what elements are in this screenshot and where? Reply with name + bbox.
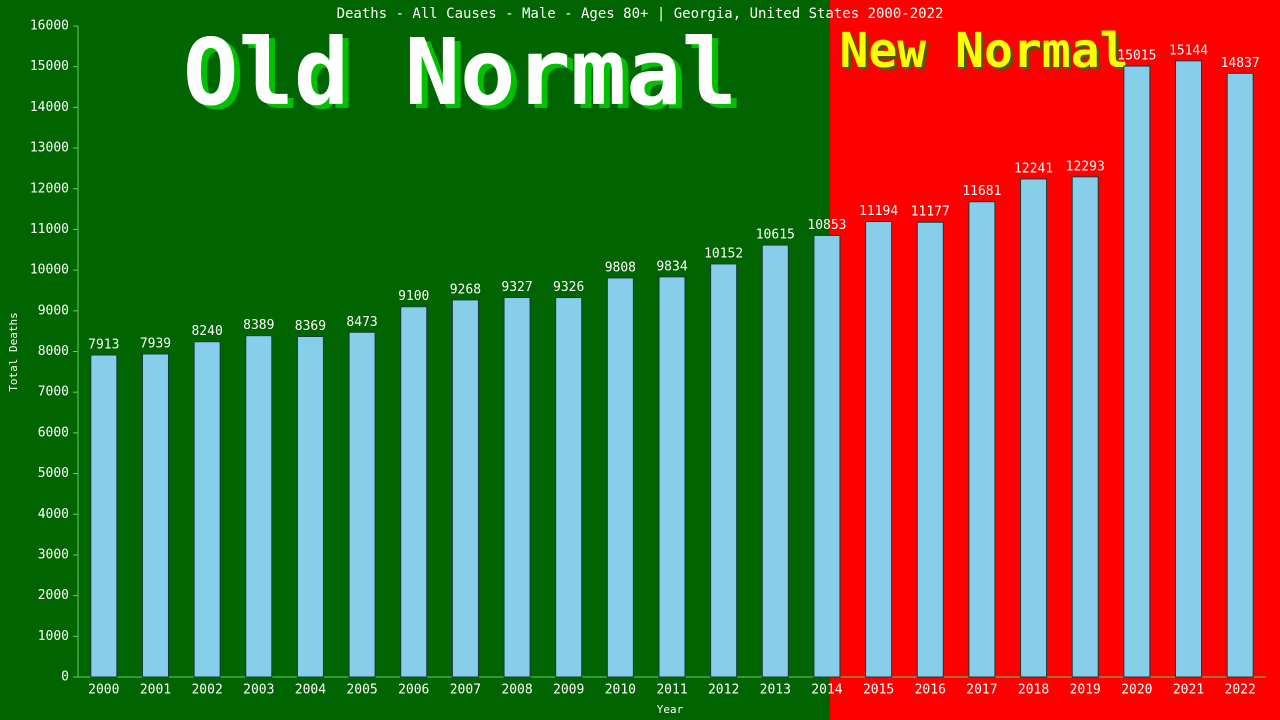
y-tick-label: 0: [61, 670, 69, 685]
y-tick-label: 13000: [30, 141, 69, 156]
bar: [968, 201, 996, 678]
value-label: 10152: [704, 246, 743, 261]
value-label: 11194: [859, 204, 898, 219]
x-tick-label: 2021: [1173, 683, 1204, 698]
chart-title: Deaths - All Causes - Male - Ages 80+ | …: [337, 6, 944, 22]
annotation: Old Normal: [183, 19, 737, 126]
value-label: 8473: [346, 315, 377, 330]
value-label: 10615: [756, 228, 795, 243]
annotation-shadow: New Normal: [843, 26, 1132, 82]
value-label: 15015: [1117, 49, 1156, 64]
y-tick-label: 3000: [38, 547, 69, 562]
value-label: 8369: [295, 319, 326, 334]
annotation: New Normal: [840, 23, 1129, 79]
bar: [1226, 72, 1254, 678]
bar: [865, 221, 893, 678]
bar: [400, 306, 428, 678]
x-tick-label: 2019: [1070, 683, 1101, 698]
y-tick-label: 2000: [38, 588, 69, 603]
value-label: 11177: [911, 205, 950, 220]
bar: [503, 297, 531, 678]
y-tick-label: 12000: [30, 181, 69, 196]
x-tick-label: 2009: [553, 683, 584, 698]
y-tick-label: 16000: [30, 19, 69, 34]
bar: [1071, 176, 1099, 678]
bar: [916, 221, 944, 678]
x-tick-label: 2022: [1225, 683, 1256, 698]
value-label: 7913: [88, 338, 119, 353]
y-tick-label: 14000: [30, 100, 69, 115]
y-tick-label: 6000: [38, 425, 69, 440]
x-tick-label: 2001: [140, 683, 171, 698]
new-normal-region: [830, 0, 1280, 720]
bar: [658, 276, 686, 678]
value-label: 9326: [553, 280, 584, 295]
y-tick-label: 9000: [38, 303, 69, 318]
x-tick-label: 2000: [88, 683, 119, 698]
x-tick-label: 2005: [346, 683, 377, 698]
value-label: 12241: [1014, 161, 1053, 176]
bar: [193, 341, 221, 678]
y-tick-label: 7000: [38, 385, 69, 400]
bar: [1175, 60, 1203, 678]
x-tick-label: 2007: [450, 683, 481, 698]
x-tick-label: 2015: [863, 683, 894, 698]
bar: [451, 299, 479, 678]
y-axis-label: Total Deaths: [7, 312, 20, 391]
value-label: 7939: [140, 336, 171, 351]
x-axis-label: Year: [657, 703, 684, 716]
annotation-shadow: Old Normal: [189, 23, 743, 130]
value-label: 9268: [450, 282, 481, 297]
y-tick-label: 15000: [30, 59, 69, 74]
value-label: 15144: [1169, 43, 1208, 58]
y-tick-label: 4000: [38, 507, 69, 522]
value-label: 9327: [501, 280, 532, 295]
value-label: 9100: [398, 289, 429, 304]
x-tick-label: 2018: [1018, 683, 1049, 698]
x-tick-label: 2014: [811, 683, 842, 698]
bar: [710, 263, 738, 678]
value-label: 10853: [807, 218, 846, 233]
x-tick-label: 2012: [708, 683, 739, 698]
bar: [1020, 178, 1048, 678]
y-tick-label: 1000: [38, 629, 69, 644]
value-label: 14837: [1221, 56, 1260, 71]
value-label: 8240: [191, 324, 222, 339]
value-label: 12293: [1066, 159, 1105, 174]
bar: [813, 234, 841, 678]
value-label: 11681: [962, 184, 1001, 199]
x-tick-label: 2010: [605, 683, 636, 698]
bar: [348, 331, 376, 678]
x-tick-label: 2011: [656, 683, 687, 698]
x-tick-label: 2013: [760, 683, 791, 698]
x-tick-label: 2002: [191, 683, 222, 698]
x-tick-label: 2020: [1121, 683, 1152, 698]
bar: [761, 244, 789, 678]
x-tick-label: 2008: [501, 683, 532, 698]
y-tick-label: 10000: [30, 263, 69, 278]
x-tick-label: 2016: [915, 683, 946, 698]
y-tick-label: 11000: [30, 222, 69, 237]
value-label: 8389: [243, 318, 274, 333]
y-tick-label: 8000: [38, 344, 69, 359]
y-tick-label: 5000: [38, 466, 69, 481]
x-tick-label: 2017: [966, 683, 997, 698]
value-label: 9808: [605, 260, 636, 275]
bar: [141, 353, 169, 678]
x-tick-label: 2006: [398, 683, 429, 698]
bar: [245, 335, 273, 678]
bar: [606, 277, 634, 678]
bar: [555, 297, 583, 678]
x-tick-label: 2004: [295, 683, 326, 698]
bar: [90, 354, 118, 678]
x-tick-label: 2003: [243, 683, 274, 698]
bar: [296, 335, 324, 678]
bar: [1123, 65, 1151, 678]
value-label: 9834: [656, 259, 687, 274]
